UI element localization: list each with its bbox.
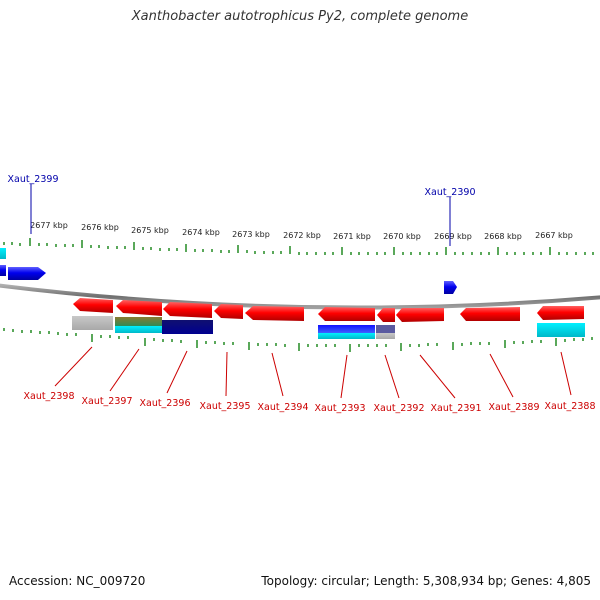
upper-tick-track bbox=[3, 238, 594, 255]
reverse-gene-track bbox=[73, 298, 584, 322]
gene-label-xaut-2393[interactable]: Xaut_2393 bbox=[314, 403, 365, 414]
feature-bars bbox=[72, 316, 585, 339]
gene-label-xaut-2397[interactable]: Xaut_2397 bbox=[81, 396, 132, 407]
slate-feature[interactable] bbox=[376, 325, 395, 333]
reverse-gene-arrow[interactable] bbox=[377, 308, 395, 322]
kbp-label: 2673 kbp bbox=[232, 230, 270, 239]
kbp-label: 2671 kbp bbox=[333, 232, 371, 241]
reverse-gene-arrow[interactable] bbox=[460, 307, 520, 321]
leader-line bbox=[166, 350, 188, 394]
forward-gene-arrow[interactable] bbox=[8, 267, 46, 280]
leader-line bbox=[384, 354, 400, 399]
kbp-label: 2675 kbp bbox=[131, 226, 169, 235]
kbp-label: 2676 kbp bbox=[81, 223, 119, 232]
map-title: Xanthobacter autotrophicus Py2, complete… bbox=[131, 9, 469, 24]
gene-label-xaut-2389[interactable]: Xaut_2389 bbox=[488, 402, 539, 413]
reverse-gene-arrow[interactable] bbox=[318, 307, 375, 321]
gene-label-xaut-2396[interactable]: Xaut_2396 bbox=[139, 398, 190, 409]
forward-gene-arrow[interactable] bbox=[444, 281, 457, 294]
kbp-label: 2667 kbp bbox=[535, 231, 573, 240]
gene-label-xaut-2392[interactable]: Xaut_2392 bbox=[373, 403, 424, 414]
cyan-feature[interactable] bbox=[537, 323, 585, 337]
olive-feature[interactable] bbox=[115, 317, 162, 326]
reverse-gene-arrow[interactable] bbox=[537, 306, 584, 320]
kbp-label: 2669 kbp bbox=[434, 232, 472, 241]
gene-label-xaut-2399[interactable]: Xaut_2399 bbox=[7, 174, 58, 185]
topology-text: Topology: circular; Length: 5,308,934 bp… bbox=[261, 574, 591, 588]
leader-line bbox=[489, 353, 514, 398]
reverse-gene-arrow[interactable] bbox=[116, 300, 162, 316]
leader-line bbox=[271, 352, 284, 397]
gene-label-xaut-2391[interactable]: Xaut_2391 bbox=[430, 403, 481, 414]
cyan-feature[interactable] bbox=[115, 326, 162, 333]
forward-gene-track bbox=[0, 248, 457, 294]
reverse-gene-arrow[interactable] bbox=[163, 302, 212, 318]
gene-label-xaut-2388[interactable]: Xaut_2388 bbox=[544, 401, 595, 412]
grey-feature[interactable] bbox=[72, 316, 113, 330]
leader-line bbox=[225, 351, 228, 397]
cyan-feature[interactable] bbox=[318, 333, 375, 339]
navy-feature[interactable] bbox=[162, 320, 213, 334]
leader-line bbox=[419, 354, 456, 399]
forward-gene-arrow[interactable] bbox=[0, 265, 6, 276]
lower-tick-track bbox=[3, 328, 593, 352]
blue-feature[interactable] bbox=[318, 325, 375, 333]
kbp-label: 2670 kbp bbox=[383, 232, 421, 241]
grey-feature[interactable] bbox=[376, 333, 395, 339]
gene-label-xaut-2394[interactable]: Xaut_2394 bbox=[257, 402, 308, 413]
reverse-gene-arrow[interactable] bbox=[396, 308, 444, 322]
leader-line bbox=[109, 348, 140, 392]
cyan-feature[interactable] bbox=[0, 248, 6, 259]
leader-line bbox=[340, 354, 348, 399]
kbp-label: 2668 kbp bbox=[484, 232, 522, 241]
gene-label-xaut-2390[interactable]: Xaut_2390 bbox=[424, 187, 475, 198]
accession-text: Accession: NC_009720 bbox=[9, 574, 146, 588]
reverse-gene-arrow[interactable] bbox=[245, 306, 304, 321]
kbp-label: 2672 kbp bbox=[283, 231, 321, 240]
leader-line bbox=[560, 351, 572, 396]
reverse-gene-arrow[interactable] bbox=[73, 298, 113, 313]
kbp-label: 2677 kbp bbox=[30, 221, 68, 230]
leader-line bbox=[54, 346, 93, 387]
gene-label-xaut-2395[interactable]: Xaut_2395 bbox=[199, 401, 250, 412]
kbp-label: 2674 kbp bbox=[182, 228, 220, 237]
gene-label-xaut-2398[interactable]: Xaut_2398 bbox=[23, 391, 74, 402]
reverse-gene-arrow[interactable] bbox=[214, 304, 243, 319]
